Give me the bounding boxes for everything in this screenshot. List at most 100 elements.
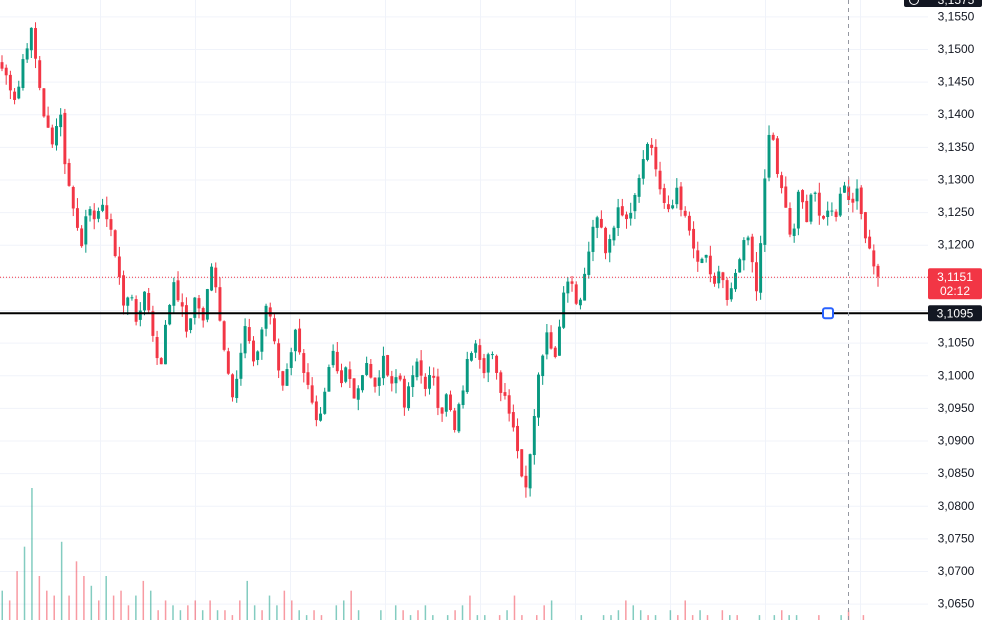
candle [55, 118, 58, 151]
candle-body [788, 208, 792, 235]
candle [415, 358, 419, 381]
volume-bar [862, 615, 865, 620]
candle [713, 272, 717, 287]
volume-bar [729, 615, 731, 620]
volume-bar [610, 615, 612, 620]
candle-body [134, 299, 138, 322]
candle-body [855, 188, 859, 202]
candle [63, 108, 67, 175]
candle-body [189, 318, 193, 330]
candle-body [130, 297, 134, 299]
candle [545, 323, 549, 360]
volume-bar [291, 600, 293, 620]
candle-body [700, 258, 704, 263]
candle [754, 252, 758, 301]
candle-body [683, 210, 687, 216]
candle [859, 185, 863, 220]
candle [34, 22, 37, 69]
candle [478, 338, 482, 369]
candle-body [654, 146, 658, 170]
candle [650, 138, 654, 156]
candle [356, 385, 360, 411]
candle [285, 363, 289, 386]
line-price-badge-bg [928, 305, 982, 322]
candle [683, 206, 687, 218]
candle-body [205, 289, 209, 320]
candle-body [671, 205, 675, 209]
candle-body [658, 170, 662, 190]
candle-body [557, 326, 561, 356]
candle [272, 314, 276, 345]
candle-body [172, 282, 176, 306]
candle-body [792, 228, 796, 236]
price-axis[interactable]: 3,0650 3,0700 3,0750 3,0800 3,0850 3,0900 3,09… [904, 0, 992, 620]
candle-body [796, 191, 800, 229]
candle-body [750, 236, 754, 263]
candle-body [377, 377, 381, 386]
candle-body [863, 212, 867, 239]
volume-bar [253, 605, 256, 620]
candle [113, 229, 117, 258]
volume-bar [335, 605, 338, 620]
volume-bar [402, 610, 404, 620]
line-drag-handle[interactable] [822, 307, 834, 320]
candle-body [562, 292, 566, 328]
volume-bar [31, 488, 33, 620]
volume-bar [669, 610, 672, 620]
candle-body [713, 275, 717, 284]
candle [348, 361, 352, 389]
y-tick-label: 3,1450 [938, 75, 975, 89]
candle [298, 318, 302, 355]
candle [788, 202, 792, 238]
candle-body [327, 367, 331, 392]
volume-bar [380, 610, 382, 620]
candle [360, 374, 364, 393]
candle [608, 234, 612, 263]
candle-body [80, 228, 84, 247]
candle-body [511, 412, 515, 428]
candle-body [360, 375, 364, 391]
candle [495, 354, 499, 380]
candle-body [784, 186, 788, 208]
candle [210, 263, 214, 292]
candle-body [394, 377, 398, 384]
candle [96, 207, 100, 223]
candle-body [817, 192, 821, 216]
candle [440, 407, 444, 422]
candle-body [499, 372, 503, 393]
candle [369, 359, 373, 379]
candle-body [872, 250, 876, 267]
candle [725, 277, 729, 306]
candle [805, 194, 809, 223]
candle-body [105, 205, 109, 220]
volume-bar [164, 600, 167, 620]
candle [537, 372, 540, 426]
candle [352, 378, 356, 399]
volume-bar [224, 610, 226, 620]
volume-bar [60, 541, 63, 620]
candle [767, 125, 771, 182]
volume-bar [424, 605, 427, 620]
candle [42, 88, 46, 118]
candle-body [126, 297, 130, 306]
candle-body [310, 385, 314, 403]
y-tick-label: 3,1000 [938, 368, 975, 382]
candle [80, 225, 84, 248]
candle [637, 174, 641, 203]
horizontal-line[interactable] [0, 307, 928, 320]
candle-body [553, 347, 557, 357]
candle-body [218, 287, 222, 321]
y-tick-label: 3,1400 [938, 107, 975, 121]
candle [130, 294, 134, 301]
candle-body [767, 134, 771, 178]
candle [50, 124, 54, 148]
candle [511, 404, 515, 432]
volume-bar [536, 615, 538, 620]
candle [654, 139, 658, 177]
y-tick-label: 3,1500 [938, 42, 975, 56]
volume-bar [23, 546, 26, 620]
candle [344, 366, 348, 384]
candle-body [268, 307, 272, 317]
